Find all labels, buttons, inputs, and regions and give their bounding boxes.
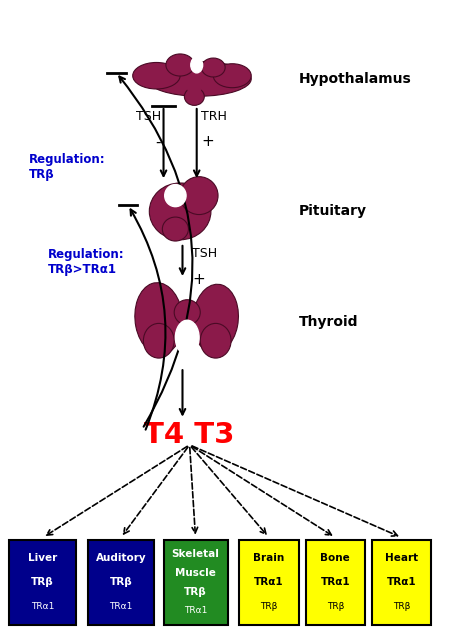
Text: Thyroid: Thyroid — [299, 315, 358, 329]
FancyBboxPatch shape — [164, 540, 228, 625]
Ellipse shape — [162, 217, 188, 241]
Text: -: - — [155, 134, 161, 150]
Text: TRα1: TRα1 — [184, 606, 207, 615]
Text: TRα1: TRα1 — [31, 602, 55, 611]
Text: TRα1: TRα1 — [254, 577, 284, 587]
Ellipse shape — [188, 83, 201, 94]
Text: Auditory: Auditory — [96, 553, 146, 563]
Ellipse shape — [184, 88, 204, 105]
Ellipse shape — [175, 321, 199, 355]
FancyBboxPatch shape — [88, 540, 154, 625]
Ellipse shape — [213, 64, 251, 88]
Text: TRα1: TRα1 — [109, 602, 133, 611]
Text: Hypothalamus: Hypothalamus — [299, 72, 411, 86]
Text: TRH: TRH — [201, 110, 228, 123]
Text: Regulation:
TRβ>TRα1: Regulation: TRβ>TRα1 — [47, 248, 124, 276]
Ellipse shape — [143, 323, 174, 358]
Ellipse shape — [201, 58, 225, 77]
Text: Regulation:
TRβ: Regulation: TRβ — [28, 153, 105, 181]
Text: +: + — [201, 134, 214, 150]
Text: Muscle: Muscle — [175, 568, 216, 577]
FancyBboxPatch shape — [9, 540, 76, 625]
Ellipse shape — [135, 283, 183, 355]
Text: TRα1: TRα1 — [320, 577, 350, 587]
Text: TRβ: TRβ — [109, 577, 132, 587]
FancyBboxPatch shape — [306, 540, 365, 625]
Ellipse shape — [191, 57, 202, 73]
FancyBboxPatch shape — [372, 540, 431, 625]
Text: Brain: Brain — [254, 553, 284, 563]
Text: Liver: Liver — [28, 553, 57, 563]
FancyBboxPatch shape — [239, 540, 299, 625]
Ellipse shape — [200, 323, 231, 358]
Ellipse shape — [133, 62, 180, 89]
Text: TRβ: TRβ — [31, 577, 54, 587]
Text: Skeletal: Skeletal — [172, 549, 219, 558]
Text: TRβ: TRβ — [393, 602, 410, 611]
Text: +: + — [192, 272, 205, 286]
Ellipse shape — [166, 54, 194, 76]
Ellipse shape — [180, 177, 218, 215]
Ellipse shape — [149, 183, 211, 240]
Text: TRβ: TRβ — [327, 602, 344, 611]
Text: Bone: Bone — [320, 553, 350, 563]
Ellipse shape — [193, 284, 238, 353]
Text: TSH: TSH — [136, 110, 161, 123]
Text: T4 T3: T4 T3 — [145, 422, 235, 449]
Text: TRα1: TRα1 — [387, 577, 417, 587]
Text: TSH: TSH — [192, 247, 217, 261]
Ellipse shape — [165, 184, 186, 206]
Text: TRβ: TRβ — [184, 587, 207, 596]
Text: Heart: Heart — [385, 553, 418, 563]
Text: TRβ: TRβ — [260, 602, 278, 611]
Ellipse shape — [147, 62, 251, 96]
Ellipse shape — [174, 300, 200, 325]
Text: Pituitary: Pituitary — [299, 204, 366, 218]
